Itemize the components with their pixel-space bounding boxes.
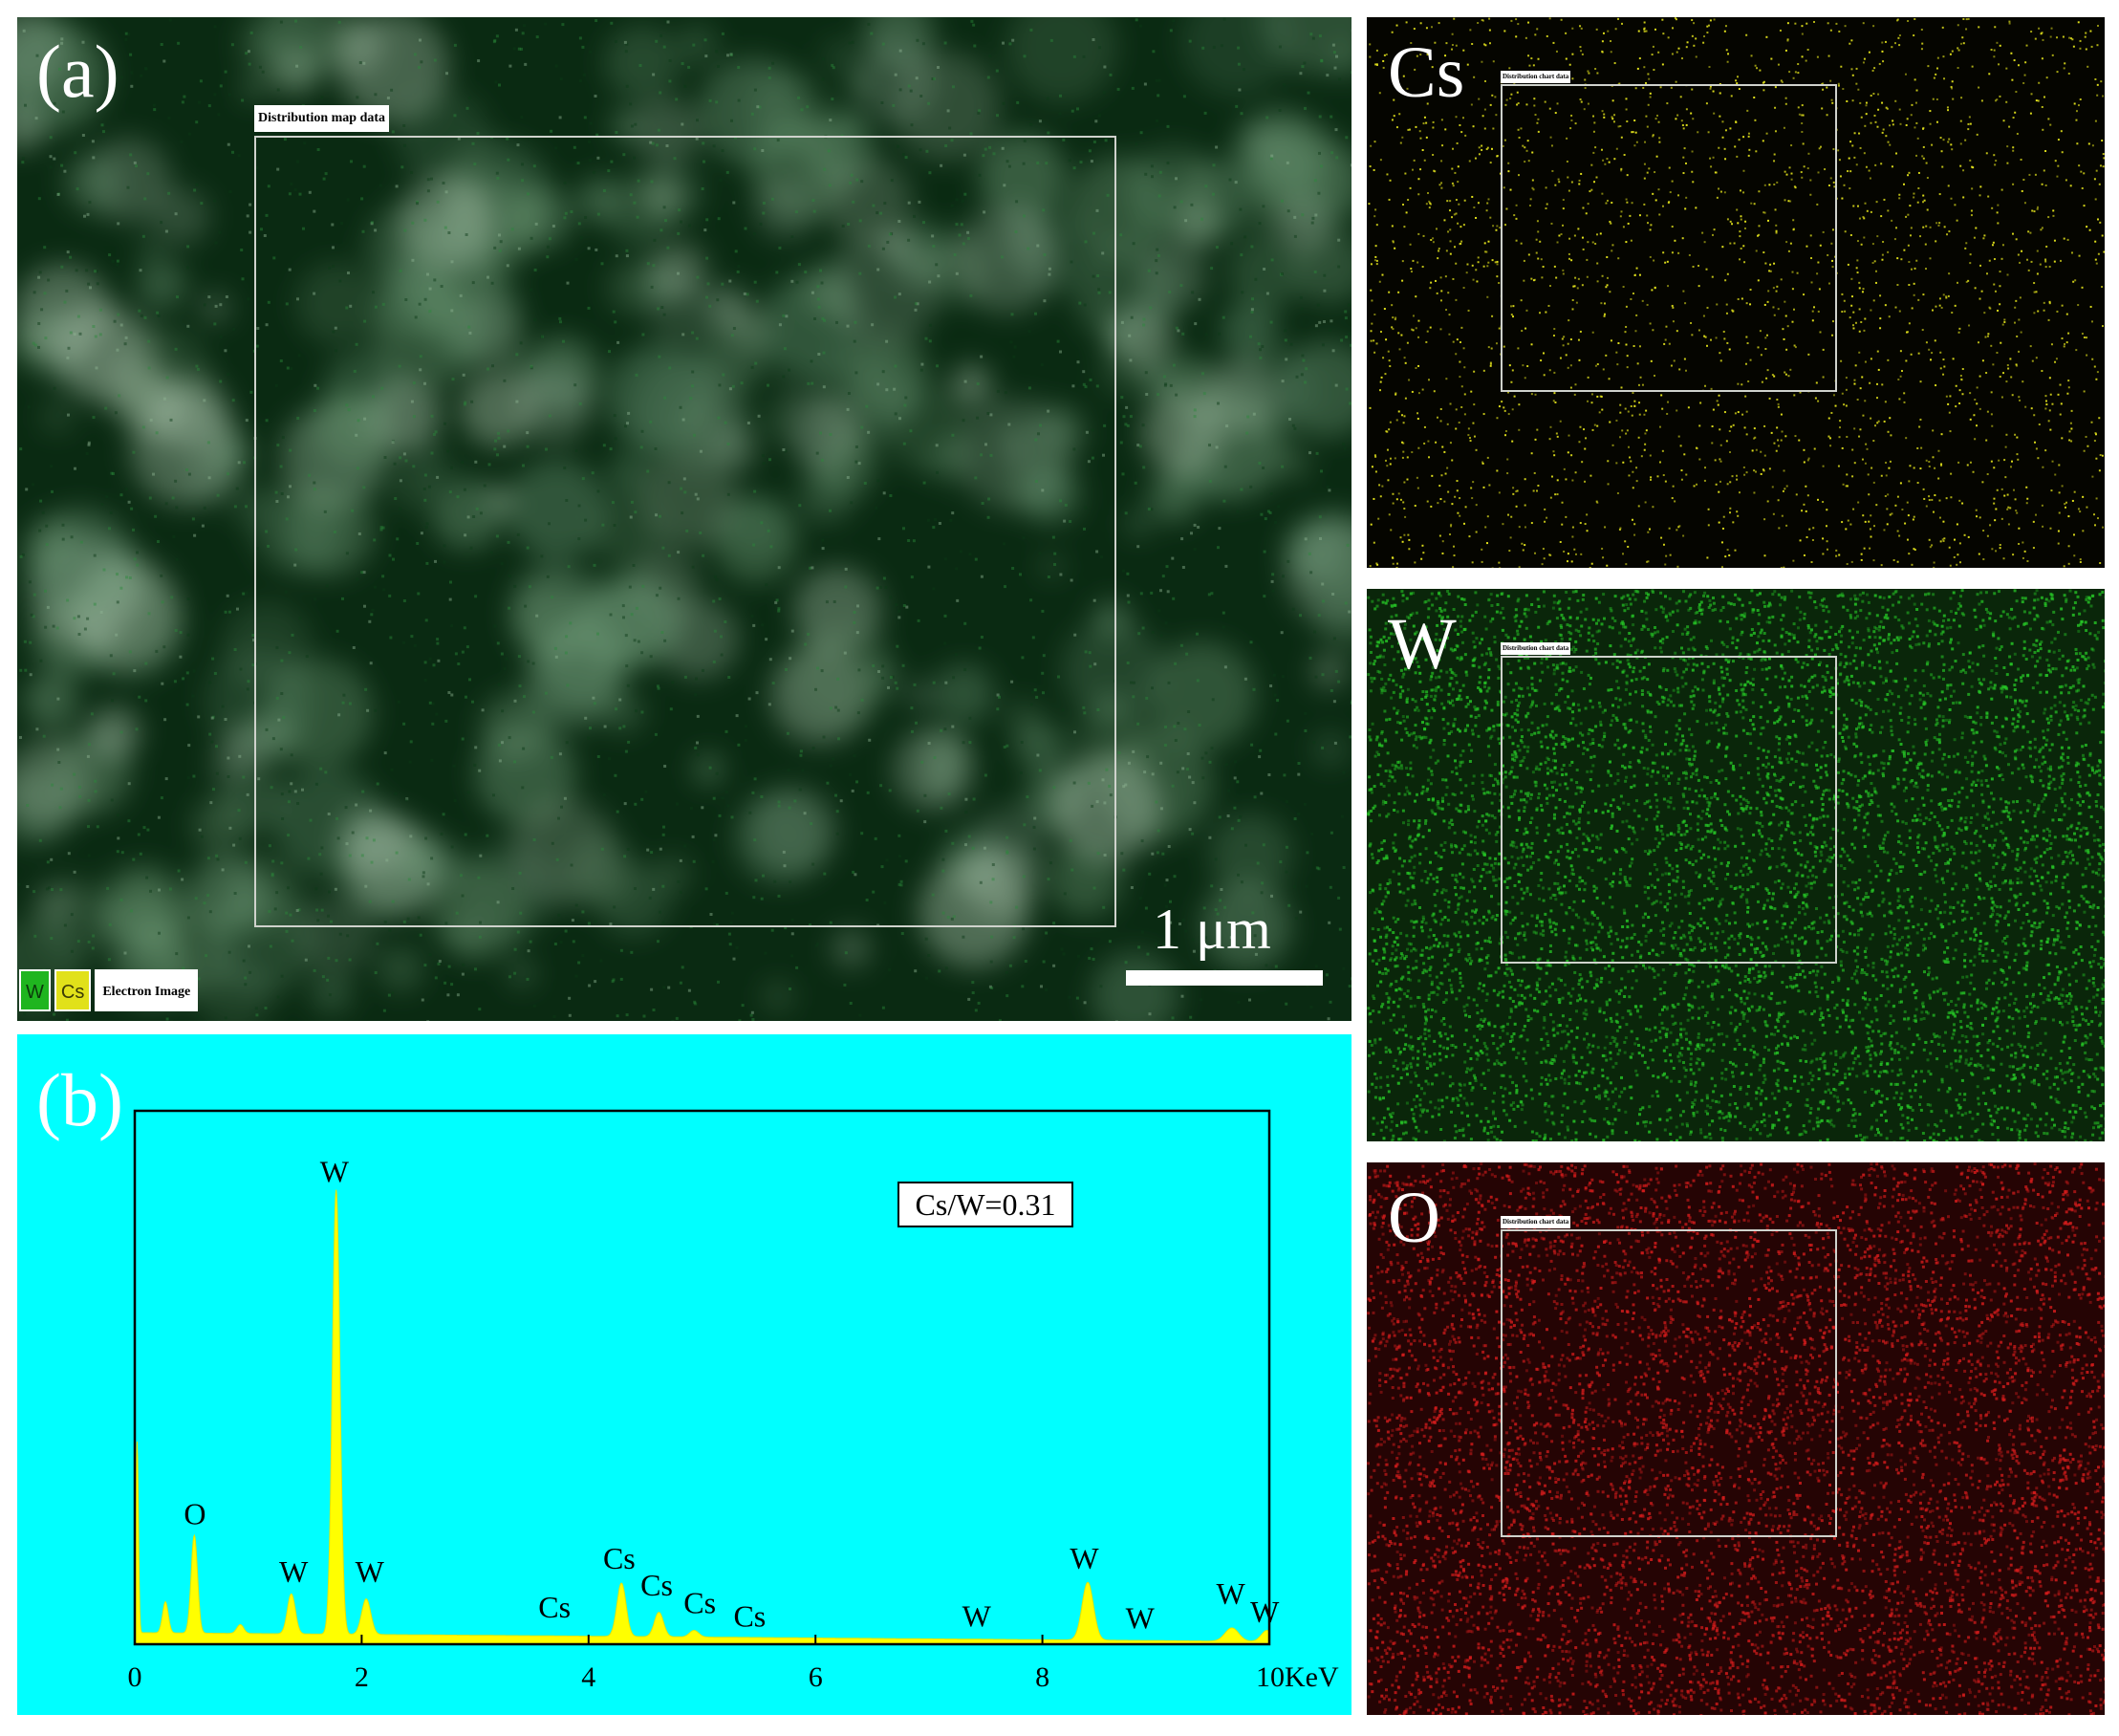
bright-regions [17,17,1351,1021]
cs-map-label: Cs [1388,33,1465,113]
peak-label: W [320,1154,350,1188]
map-dots [1367,589,2105,1141]
w-map-panel: W Distribution chart data [1367,589,2105,1141]
map-dots [1368,17,2105,568]
x-tick-label: 10KeV [1256,1661,1339,1693]
peak-label: W [356,1554,385,1589]
peak-label: W [1070,1541,1099,1575]
layered-image-panel: (a) Distribution map data 1 μm W Cs Elec… [17,17,1351,1021]
panel-a-label: (a) [36,30,119,113]
eds-spectrum-panel: 0 2 4 6 8 10KeV O W W W Cs Cs Cs Cs Cs W W W W W Cs/W=0.31… [17,1034,1351,1715]
peak-label: W [1250,1595,1280,1629]
x-tick-label: 4 [581,1661,595,1693]
cs-map-region-tag: Distribution chart data [1501,71,1571,83]
layered-image-canvas [17,17,1351,1021]
o-map-panel: O Distribution chart data [1367,1162,2105,1715]
cs-map-panel: Cs Distribution chart data [1367,17,2105,568]
peak-label: Cs [733,1598,766,1633]
legend-w-swatch[interactable]: W [19,969,51,1011]
map-dots [1367,1162,2105,1715]
x-axis-ticks: 0 2 4 6 8 10KeV [128,1635,1339,1693]
plot-frame [133,1109,1271,1646]
legend-cs-swatch[interactable]: Cs [54,969,92,1011]
peak-label: Cs [603,1541,636,1575]
scale-bar-label: 1 μm [1153,898,1271,961]
w-map-region-frame [1501,656,1837,964]
o-map-label: O [1388,1178,1440,1258]
x-tick-label: 2 [355,1661,369,1693]
ratio-label: Cs/W=0.31 [916,1187,1056,1222]
peak-label: Cs [538,1590,571,1624]
w-map-canvas [1367,589,2105,1141]
scale-bar [1126,970,1323,986]
peak-label: W [1217,1576,1246,1611]
x-tick-label: 6 [809,1661,823,1693]
ratio-box: Cs/W=0.31 [897,1182,1073,1227]
cs-map-canvas [1368,17,2105,568]
o-map-region-frame [1501,1229,1837,1537]
distribution-region-tag: Distribution map data [254,105,390,132]
peak-label: W [279,1554,309,1589]
peak-label: O [184,1496,205,1530]
ratio-box-frame [897,1182,1073,1227]
w-map-region-tag: Distribution chart data [1501,642,1571,655]
peak-label: W [1126,1601,1156,1636]
distribution-region-frame [254,136,1116,927]
spectrum-area [134,1189,1270,1645]
legend-electron-image[interactable]: Electron Image [95,969,199,1011]
peak-label: Cs [683,1585,716,1619]
x-tick-label: 0 [128,1661,142,1693]
o-map-region-tag: Distribution chart data [1501,1216,1571,1228]
panel-b-label: (b) [36,1058,123,1141]
x-tick-label: 8 [1035,1661,1049,1693]
peak-label: W [962,1598,992,1633]
peak-label: Cs [640,1568,673,1602]
layer-legend: W Cs Electron Image [19,969,199,1011]
w-map-label: W [1388,604,1457,684]
o-map-canvas [1367,1162,2105,1715]
cs-map-region-frame [1501,84,1837,392]
